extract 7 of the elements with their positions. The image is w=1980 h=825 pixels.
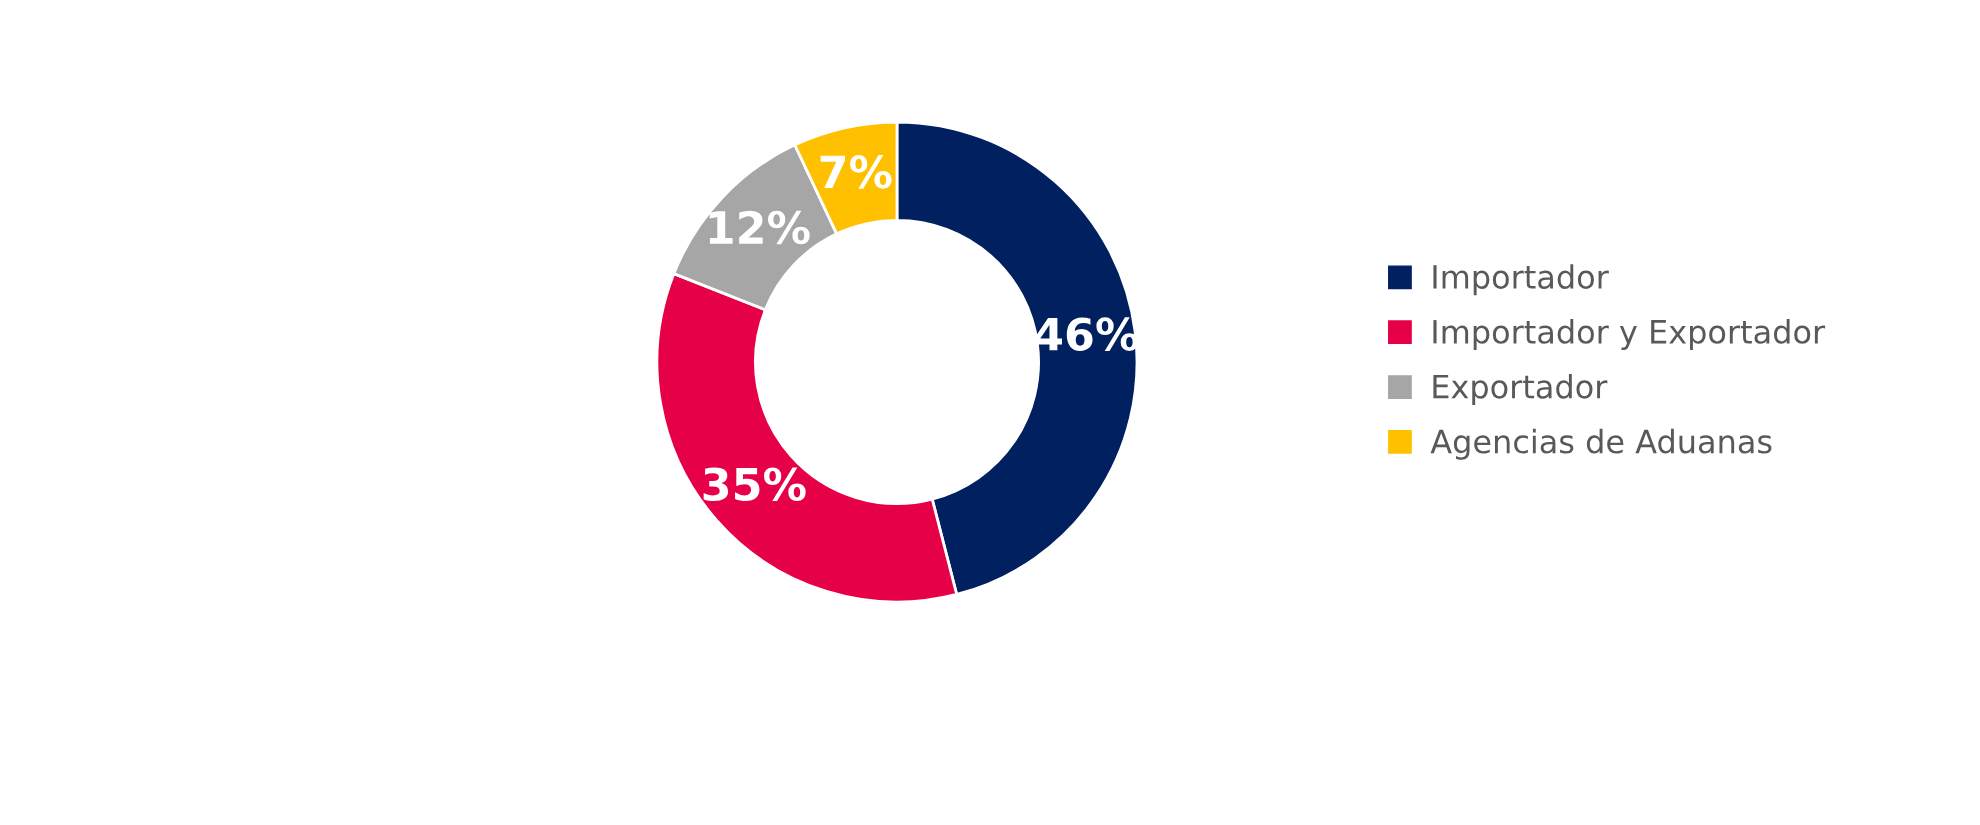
data-label: 7% xyxy=(820,155,892,189)
legend-label: Agencias de Aduanas xyxy=(1430,428,1772,460)
legend-label: Importador xyxy=(1433,264,1609,296)
data-label: 12% xyxy=(709,210,810,245)
data-label: 35% xyxy=(703,467,806,502)
legend-label: Importador y Exportador xyxy=(1433,319,1826,351)
legend-label: Exportador xyxy=(1433,373,1608,405)
